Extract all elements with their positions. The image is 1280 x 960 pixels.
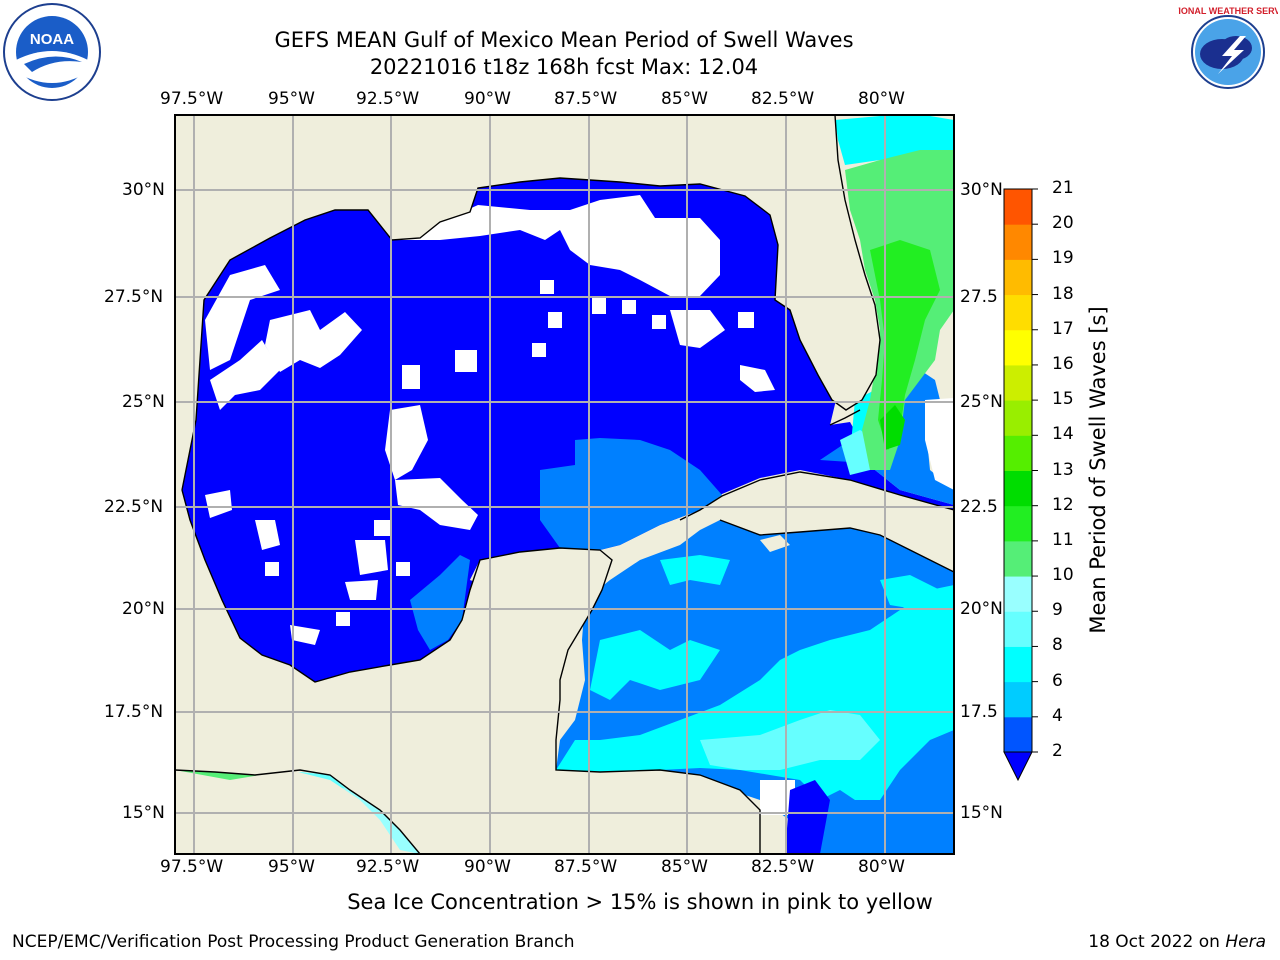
lat-label-left: 22.5°N <box>104 497 164 517</box>
colorbar-segment <box>1004 364 1032 401</box>
colorbar-tick-label: 8 <box>1052 635 1063 656</box>
lon-label-bottom: 92.5°W <box>356 857 420 877</box>
lat-label-right: 17.5 <box>960 702 998 722</box>
land-florida <box>760 115 880 410</box>
lat-label-right: 30°N <box>960 180 1003 200</box>
lat-label-left: 27.5°N <box>104 287 164 307</box>
colorbar-tick-label: 11 <box>1052 529 1074 550</box>
land-yucatan <box>175 548 612 854</box>
colorbar-segment <box>1004 716 1032 753</box>
nws-logo: NATIONAL WEATHER SERVICE <box>1178 5 1278 99</box>
lon-label-bottom: 95°W <box>268 857 315 877</box>
colorbar-tick-label: 18 <box>1052 283 1074 304</box>
colorbar-segment <box>1004 576 1032 612</box>
colorbar-tick-label: 19 <box>1052 248 1074 269</box>
nws-ring-text: NATIONAL WEATHER SERVICE <box>1178 6 1278 16</box>
lon-label-top: 95°W <box>268 89 315 109</box>
lon-label-top: 87.5°W <box>554 89 618 109</box>
noaa-logo: NOAA <box>3 3 101 101</box>
colorbar-tick-label: 14 <box>1052 424 1074 445</box>
colorbar-tick-label: 9 <box>1052 600 1063 621</box>
footer-date: 18 Oct 2022 on Hera <box>1088 932 1266 952</box>
lon-label-top: 85°W <box>661 89 708 109</box>
noaa-logo-text: NOAA <box>30 31 74 48</box>
lon-label-top: 97.5°W <box>160 89 224 109</box>
colorbar-tick-label: 6 <box>1052 670 1063 691</box>
colorbar-segment <box>1004 259 1032 296</box>
colorbar-segment <box>1004 611 1032 647</box>
lon-label-bottom: 80°W <box>858 857 905 877</box>
colorbar-segment <box>1004 681 1032 718</box>
colorbar-tick-label: 4 <box>1052 705 1063 726</box>
lon-label-bottom: 90°W <box>464 857 511 877</box>
colorbar-segment <box>1004 400 1032 436</box>
lat-label-left: 25°N <box>122 392 165 412</box>
chart-title: GEFS MEAN Gulf of Mexico Mean Period of … <box>274 28 854 52</box>
colorbar-segment <box>1004 505 1032 542</box>
chart-subtitle: 20221016 t18z 168h fcst Max: 12.04 <box>369 55 759 79</box>
colorbar-segment <box>1004 329 1032 366</box>
colorbar-segment <box>1004 189 1032 225</box>
lon-label-bottom: 85°W <box>661 857 708 877</box>
lat-label-right: 25°N <box>960 392 1003 412</box>
colorbar-segment <box>1004 470 1032 507</box>
colorbar <box>1003 188 1038 782</box>
lon-label-top: 90°W <box>464 89 511 109</box>
colorbar-tick-label: 16 <box>1052 353 1074 374</box>
lat-label-left: 15°N <box>122 803 165 823</box>
colorbar-tick-label: 2 <box>1052 741 1063 761</box>
colorbar-tick-label: 15 <box>1052 389 1074 410</box>
lat-label-left: 17.5°N <box>104 702 164 722</box>
footer-host: Hera <box>1225 932 1266 952</box>
land-us-gulf-coast <box>175 115 775 490</box>
lon-label-bottom: 97.5°W <box>160 857 224 877</box>
lon-label-top: 80°W <box>858 89 905 109</box>
colorbar-tick-label: 21 <box>1052 178 1074 198</box>
colorbar-tick-label: 20 <box>1052 213 1074 234</box>
lat-label-right: 15°N <box>960 803 1003 823</box>
colorbar-segment <box>1004 540 1032 577</box>
lat-label-right: 20°N <box>960 599 1003 619</box>
colorbar-tick-label: 17 <box>1052 318 1074 339</box>
footer-credit: NCEP/EMC/Verification Post Processing Pr… <box>12 932 575 952</box>
lat-label-left: 30°N <box>122 180 165 200</box>
lat-label-right: 22.5 <box>960 497 998 517</box>
lon-label-bottom: 87.5°W <box>554 857 618 877</box>
colorbar-title: Mean Period of Swell Waves [s] <box>1086 306 1110 634</box>
colorbar-tick-label: 13 <box>1052 459 1074 480</box>
colorbar-segment <box>1004 224 1032 260</box>
colorbar-under-arrow <box>1003 751 1033 782</box>
lon-label-top: 82.5°W <box>751 89 815 109</box>
lon-label-bottom: 82.5°W <box>751 857 815 877</box>
map-frame <box>174 114 955 855</box>
footer-date-text: 18 Oct 2022 on <box>1088 932 1226 952</box>
lat-label-right: 27.5 <box>960 287 998 307</box>
colorbar-tick-label: 12 <box>1052 494 1074 515</box>
colorbar-segment <box>1004 294 1032 331</box>
graticule <box>175 115 954 854</box>
colorbar-tick-label: 10 <box>1052 565 1074 586</box>
colorbar-segment <box>1004 435 1032 471</box>
lon-label-top: 92.5°W <box>356 89 420 109</box>
lat-label-left: 20°N <box>122 599 165 619</box>
caption: Sea Ice Concentration > 15% is shown in … <box>347 890 933 914</box>
colorbar-segment <box>1004 646 1032 683</box>
